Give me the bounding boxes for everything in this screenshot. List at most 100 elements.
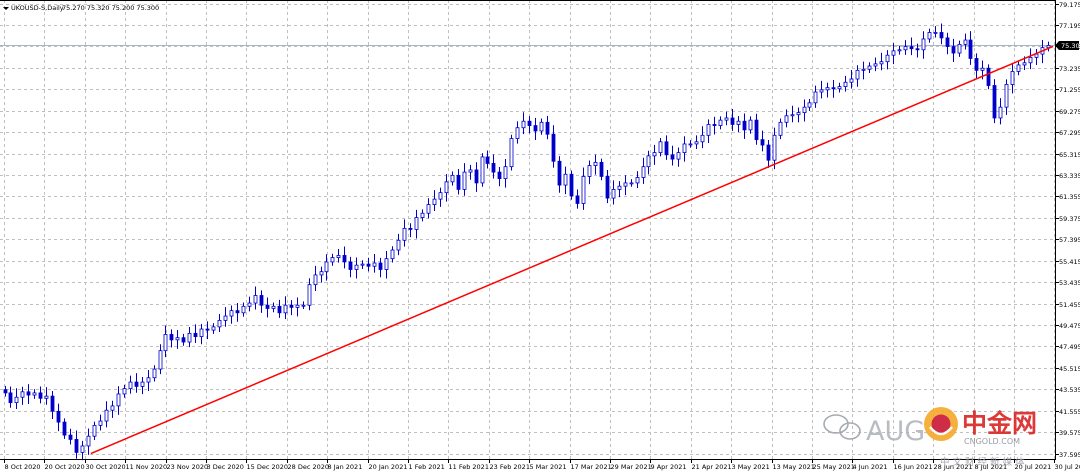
- candle-body: [760, 139, 765, 146]
- candle-body: [396, 239, 401, 251]
- candle-body: [593, 161, 598, 166]
- x-tick-label: 28 Jun 2021: [934, 463, 973, 471]
- candle: [8, 386, 13, 408]
- candle-body: [205, 328, 210, 331]
- candle: [414, 209, 419, 239]
- candle: [599, 158, 604, 181]
- candle-body: [485, 156, 490, 164]
- candle: [86, 428, 91, 455]
- candle-body: [384, 258, 389, 270]
- candle-body: [986, 67, 991, 86]
- candle-body: [402, 227, 407, 241]
- candle-body: [688, 143, 693, 146]
- candle: [104, 401, 109, 428]
- candle-body: [641, 166, 646, 178]
- candle: [521, 112, 526, 135]
- candle: [44, 387, 49, 405]
- candle: [146, 370, 151, 392]
- candle-body: [1022, 62, 1027, 66]
- candle-body: [903, 46, 908, 51]
- candle: [330, 253, 335, 266]
- candle-body: [706, 124, 711, 136]
- candle-body: [68, 434, 73, 440]
- candle-body: [253, 295, 258, 304]
- candle-body: [855, 69, 860, 80]
- candle-body: [104, 409, 109, 422]
- candle-body: [26, 391, 31, 396]
- candle-body: [241, 305, 246, 314]
- candle: [587, 160, 592, 185]
- x-tick-label: 5 Mar 2021: [530, 463, 567, 471]
- candle: [784, 109, 789, 128]
- symbol-label: UKOUSD-S,Daily: [11, 4, 64, 12]
- candle-body: [414, 217, 419, 230]
- candle-body: [569, 173, 574, 197]
- candle: [360, 260, 365, 269]
- candle-body: [837, 86, 842, 90]
- candle-body: [629, 182, 634, 185]
- candle: [38, 386, 43, 404]
- candle: [211, 323, 216, 334]
- candle-body: [408, 227, 413, 230]
- candle-body: [682, 143, 687, 154]
- candle: [497, 167, 502, 187]
- x-tick-label: 8 Jan 2021: [328, 463, 363, 471]
- candle-body: [432, 198, 437, 205]
- x-tick-label: 23 Feb 2021: [490, 463, 530, 471]
- x-tick-label: 1 Feb 2021: [409, 463, 445, 471]
- price-tag-label: 75.300: [1061, 42, 1080, 50]
- candle-body: [163, 334, 168, 352]
- candle: [748, 116, 753, 134]
- x-tick-label: 20 Oct 2020: [45, 463, 85, 471]
- wechat-icon: [823, 414, 861, 440]
- candle-body: [790, 114, 795, 117]
- candle-body: [116, 393, 121, 407]
- candle-body: [20, 391, 25, 398]
- candle: [557, 156, 562, 193]
- candle: [658, 138, 663, 157]
- candle: [265, 297, 270, 318]
- candle-body: [307, 284, 312, 306]
- candle: [760, 130, 765, 152]
- candle-body: [289, 304, 294, 308]
- candle: [742, 113, 747, 139]
- candle-body: [557, 160, 562, 186]
- candle-body: [712, 124, 717, 126]
- candle: [873, 57, 878, 72]
- candle: [533, 117, 538, 140]
- x-tick-label: 9 Apr 2021: [651, 463, 687, 471]
- candle-body: [736, 120, 741, 125]
- candle: [169, 329, 174, 348]
- candle-body: [724, 117, 729, 121]
- candle: [509, 134, 514, 171]
- candle: [807, 99, 812, 111]
- candle-body: [62, 421, 67, 436]
- candle-body: [480, 156, 485, 184]
- candle: [456, 168, 461, 195]
- candle-body: [700, 134, 705, 143]
- candle: [646, 150, 651, 175]
- candle: [831, 79, 836, 98]
- candle-body: [92, 424, 97, 437]
- candle: [217, 313, 222, 332]
- candle-body: [992, 85, 997, 119]
- candle-body: [831, 87, 836, 90]
- candle: [563, 166, 568, 195]
- x-tick-label: 11 Feb 2021: [449, 463, 489, 471]
- candle-body: [38, 392, 43, 399]
- candle: [384, 250, 389, 279]
- candle: [223, 307, 228, 327]
- candle: [879, 52, 884, 71]
- candle: [951, 38, 956, 63]
- candle: [736, 116, 741, 133]
- candle: [539, 118, 544, 135]
- trendline[interactable]: [90, 45, 1054, 455]
- y-tick-label: 43.535: [1059, 386, 1080, 394]
- candle: [724, 111, 729, 126]
- candle-body: [169, 334, 174, 341]
- candle-body: [772, 134, 777, 161]
- candle-body: [74, 439, 79, 453]
- x-tick-label: 4 Jun 2021: [853, 463, 888, 471]
- watermark: AUG 中金网 CNGOLD.COM 中 文 财 经 新 媒 体: [823, 407, 1037, 468]
